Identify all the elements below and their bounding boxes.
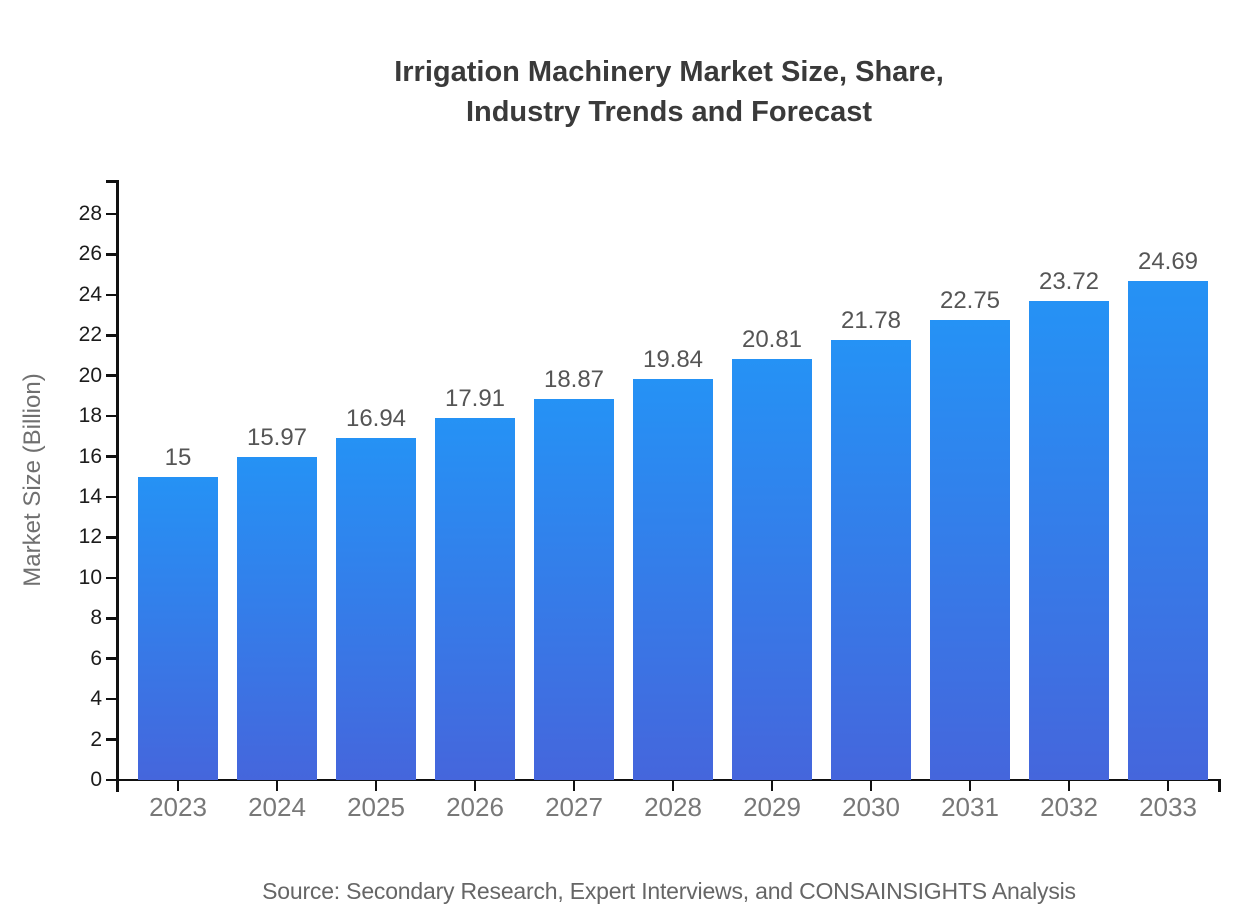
bar-2033 <box>1128 280 1208 780</box>
y-tick-label: 20 <box>78 363 102 387</box>
y-tick-label: 16 <box>78 444 102 468</box>
y-tick-label: 4 <box>90 687 102 711</box>
y-tick-label: 6 <box>90 646 102 670</box>
bar-value-label-2030: 21.78 <box>840 306 902 334</box>
y-tick <box>106 414 116 418</box>
bar-2027 <box>534 398 614 780</box>
x-tick <box>176 780 180 791</box>
bar-2030 <box>831 339 911 780</box>
x-tick <box>275 780 279 791</box>
bar-2032 <box>1029 300 1109 780</box>
y-tick <box>106 617 116 620</box>
y-tick <box>106 334 116 337</box>
bar-value-label-2028: 19.84 <box>642 345 704 373</box>
x-tick-label-2030: 2030 <box>842 792 900 822</box>
bar-value-label-2024: 15.97 <box>246 424 308 452</box>
x-tick <box>869 780 873 791</box>
x-tick-label-2031: 2031 <box>941 792 999 822</box>
y-tick <box>106 657 116 660</box>
x-tick-label-2032: 2032 <box>1040 792 1098 822</box>
y-tick <box>106 455 116 458</box>
bar-value-label-2032: 23.72 <box>1038 267 1100 295</box>
x-tick <box>671 780 675 791</box>
y-tick <box>106 778 116 782</box>
bar-value-label-2026: 17.91 <box>444 384 506 412</box>
y-axis-title: Market Size (Billion) <box>19 373 46 587</box>
y-tick <box>106 212 116 216</box>
x-tick-label-2025: 2025 <box>347 792 405 822</box>
x-tick <box>374 780 378 791</box>
x-tick-label-2027: 2027 <box>545 792 603 822</box>
bar-2031 <box>930 320 1010 780</box>
x-tick-label-2023: 2023 <box>149 792 207 822</box>
bar-2028 <box>633 378 713 780</box>
x-tick <box>1067 780 1071 791</box>
bar-value-label-2033: 24.69 <box>1137 247 1199 275</box>
bar-value-label-2025: 16.94 <box>345 404 407 432</box>
bar-value-label-2031: 22.75 <box>939 287 1001 315</box>
x-axis-end-cap <box>1218 778 1221 792</box>
y-tick-label: 2 <box>90 727 102 751</box>
bar-2026 <box>435 417 515 780</box>
y-tick-label: 0 <box>90 768 102 791</box>
x-tick-label-2028: 2028 <box>644 792 702 822</box>
x-tick-label-2029: 2029 <box>743 792 801 822</box>
x-tick-label-2024: 2024 <box>248 792 306 822</box>
y-tick <box>106 576 116 580</box>
bar-2023 <box>138 476 218 780</box>
y-tick-label: 28 <box>78 202 102 225</box>
y-tick-label: 12 <box>78 525 102 549</box>
y-tick <box>106 738 116 741</box>
chart-title-line2: Industry Trends and Forecast <box>465 96 873 128</box>
x-tick-label-2026: 2026 <box>446 792 504 822</box>
bar-value-label-2029: 20.81 <box>741 326 803 354</box>
y-tick-label: 22 <box>78 323 102 347</box>
y-tick-label: 24 <box>78 282 102 306</box>
bar-value-label-2023: 15 <box>164 443 192 471</box>
x-tick <box>473 780 477 791</box>
y-tick <box>106 495 116 499</box>
bar-2025 <box>336 437 416 780</box>
x-tick <box>968 780 972 791</box>
y-tick <box>106 374 116 377</box>
y-tick-label: 10 <box>78 565 102 589</box>
y-tick <box>106 293 116 297</box>
chart-title: Irrigation Machinery Market Size, Share,… <box>118 52 1220 132</box>
y-tick-label: 18 <box>78 404 102 428</box>
y-axis-top-cap <box>106 180 118 183</box>
source-attribution: Source: Secondary Research, Expert Inter… <box>262 878 1076 904</box>
y-tick <box>106 697 116 701</box>
x-tick <box>572 780 576 791</box>
x-tick <box>1166 780 1170 791</box>
y-tick <box>106 253 116 256</box>
bar-2024 <box>237 457 317 780</box>
y-tick-label: 8 <box>90 606 102 630</box>
chart-title-line1: Irrigation Machinery Market Size, Share, <box>394 56 944 88</box>
x-tick-label-2033: 2033 <box>1139 792 1197 822</box>
y-tick-label: 14 <box>78 485 102 508</box>
bar-2029 <box>732 359 812 780</box>
x-tick <box>770 780 774 791</box>
y-axis-line <box>116 180 119 792</box>
y-tick-label: 26 <box>78 242 102 266</box>
bar-value-label-2027: 18.87 <box>543 365 605 393</box>
y-tick <box>106 536 116 539</box>
